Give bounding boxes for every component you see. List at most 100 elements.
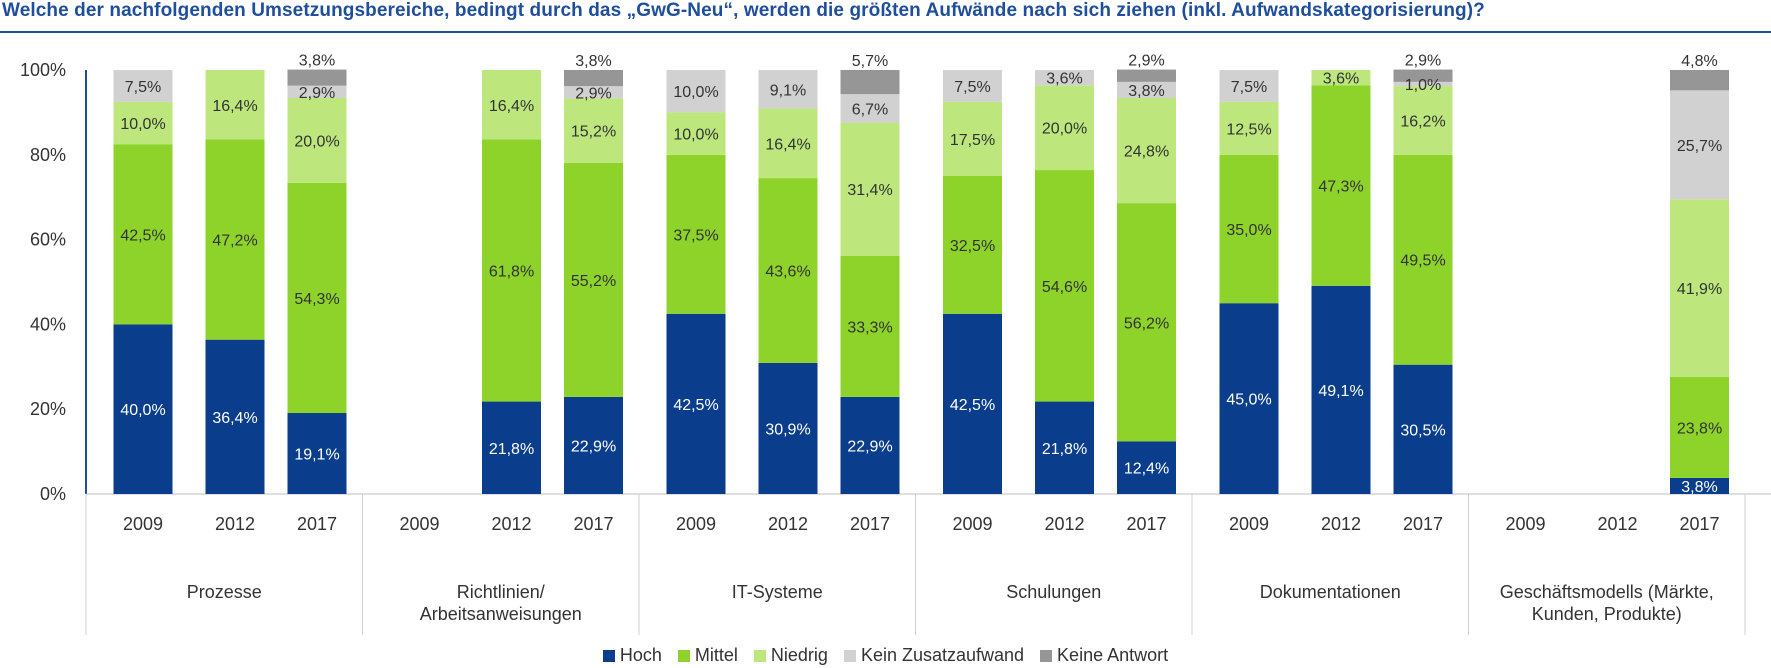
data-label: 3,8% [1681, 479, 1717, 496]
data-label: 4,8% [1681, 53, 1717, 70]
bar-segment-niedrig [113, 101, 173, 145]
data-label: 17,5% [950, 132, 995, 149]
bar-segment-mittel [1670, 376, 1729, 478]
bar-segment-hoch [1035, 401, 1094, 494]
bar-segment-hoch [666, 313, 726, 494]
x-category-label: Richtlinien/ [457, 582, 545, 602]
data-label: 16,4% [489, 98, 534, 115]
data-label: 3,8% [575, 53, 611, 70]
x-tick-label-year: 2009 [1229, 514, 1269, 534]
bar-segment-keine-antwort [564, 70, 623, 87]
legend-item: Hoch [602, 645, 662, 666]
bar-segment-kein-zusatzaufwand [943, 70, 1002, 102]
data-label: 3,6% [1323, 71, 1359, 88]
data-label: 42,5% [950, 397, 995, 414]
bar-segment-mittel [287, 182, 347, 414]
data-label: 16,4% [765, 136, 810, 153]
data-label: 42,5% [120, 227, 165, 244]
bar-segment-kein-zusatzaufwand [1035, 70, 1094, 86]
data-label: 10,0% [673, 84, 718, 101]
data-label: 10,0% [120, 116, 165, 133]
title-divider [0, 31, 1771, 33]
x-category-label: Dokumentationen [1260, 582, 1401, 602]
data-label: 7,5% [125, 79, 161, 96]
bar-segment-hoch [1117, 441, 1176, 494]
bar-segment-kein-zusatzaufwand [840, 94, 900, 123]
data-label: 3,8% [299, 53, 335, 70]
x-category-label: Kunden, Produkte) [1532, 604, 1682, 624]
x-tick-label-year: 2017 [1126, 514, 1166, 534]
data-label: 56,2% [1124, 315, 1169, 332]
bar-segment-kein-zusatzaufwand [1670, 90, 1729, 200]
x-tick-label-year: 2017 [1679, 514, 1719, 534]
bar-segment-niedrig [1219, 101, 1279, 155]
data-label: 2,9% [575, 85, 611, 102]
legend-swatch [843, 649, 856, 662]
bar-segment-mittel [113, 144, 173, 325]
data-label: 45,0% [1226, 392, 1271, 409]
x-tick-label-year: 2017 [850, 514, 890, 534]
legend-swatch [753, 649, 766, 662]
bar-segment-niedrig [1393, 86, 1453, 155]
bar-segment-mittel [205, 139, 265, 340]
bar-segment-kein-zusatzaufwand [1219, 70, 1279, 102]
data-label: 2,9% [1405, 53, 1441, 70]
bar-segment-mittel [758, 178, 818, 363]
data-label: 2,9% [1128, 53, 1164, 70]
x-category-label: IT-Systeme [732, 582, 823, 602]
x-tick-label-year: 2009 [399, 514, 439, 534]
bar-segment-niedrig [482, 70, 541, 140]
data-label: 21,8% [1042, 441, 1087, 458]
legend-label: Keine Antwort [1057, 645, 1169, 665]
data-label: 12,4% [1124, 461, 1169, 478]
data-label: 2,9% [299, 85, 335, 102]
bar-segment-mittel [482, 139, 541, 402]
data-label: 61,8% [489, 264, 534, 281]
data-label: 54,6% [1042, 279, 1087, 296]
data-label: 16,2% [1400, 113, 1445, 130]
legend-label: Hoch [619, 645, 662, 665]
data-label: 36,4% [212, 410, 257, 427]
y-tick-label: 0% [40, 484, 66, 504]
y-tick-label: 80% [30, 145, 66, 165]
x-tick-label-year: 2017 [573, 514, 613, 534]
x-tick-label-year: 2017 [297, 514, 337, 534]
data-label: 31,4% [847, 182, 892, 199]
data-label: 37,5% [673, 227, 718, 244]
data-label: 43,6% [765, 264, 810, 281]
x-category-label: Prozesse [187, 582, 262, 602]
data-label: 30,9% [765, 421, 810, 438]
data-label: 23,8% [1677, 420, 1722, 437]
bar-segment-niedrig [840, 122, 900, 256]
bar-segment-hoch [758, 362, 818, 494]
bar-segment-hoch [1311, 285, 1371, 494]
bar-segment-mittel [666, 154, 726, 314]
bar-segment-kein-zusatzaufwand [666, 70, 726, 113]
x-tick-label-year: 2009 [676, 514, 716, 534]
bar-segment-mittel [1393, 154, 1453, 365]
x-tick-label-year: 2017 [1403, 514, 1443, 534]
x-tick-label-year: 2009 [952, 514, 992, 534]
bar-segment-hoch [1670, 477, 1729, 494]
data-label: 24,8% [1124, 144, 1169, 161]
data-label: 20,0% [1042, 121, 1087, 138]
data-label: 6,7% [852, 101, 888, 118]
data-label: 15,2% [571, 124, 616, 141]
data-label: 40,0% [120, 402, 165, 419]
bar-segment-mittel [943, 176, 1002, 314]
bar-segment-mittel [1035, 170, 1094, 402]
bar-segment-niedrig [1670, 199, 1729, 377]
data-label: 55,2% [571, 273, 616, 290]
bar-segment-hoch [113, 324, 173, 494]
legend-item: Keine Antwort [1040, 645, 1168, 666]
data-label: 47,2% [212, 233, 257, 250]
bar-segment-niedrig [943, 101, 1002, 176]
x-tick-label-year: 2012 [491, 514, 531, 534]
x-tick-label-year: 2012 [215, 514, 255, 534]
bar-segment-niedrig [205, 70, 265, 140]
bar-segment-kein-zusatzaufwand [1117, 81, 1176, 98]
data-label: 30,5% [1400, 422, 1445, 439]
bar-segment-keine-antwort [1670, 70, 1729, 91]
y-tick-label: 20% [30, 399, 66, 419]
data-label: 33,3% [847, 319, 892, 336]
